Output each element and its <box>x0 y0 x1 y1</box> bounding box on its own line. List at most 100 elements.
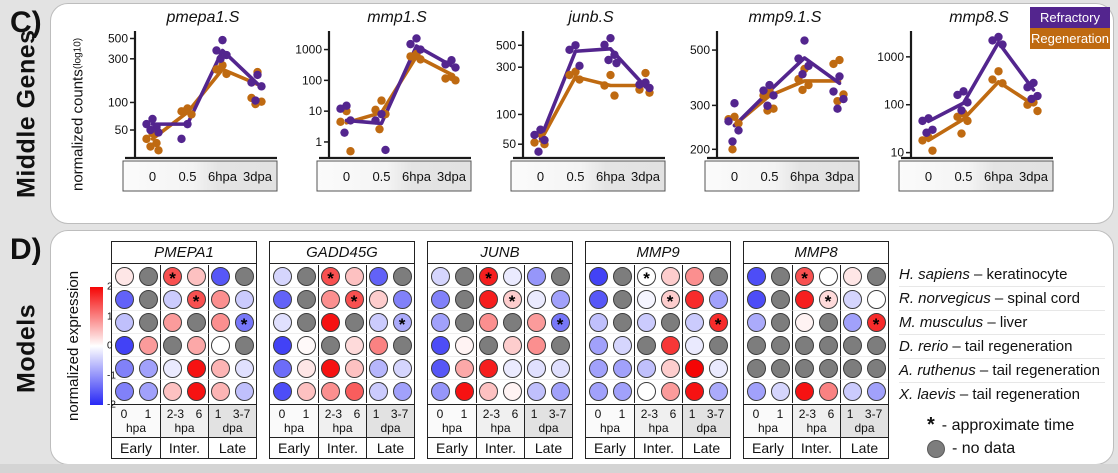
dot-cell <box>270 380 294 403</box>
dot-plot-JUNB: JUNB * * * 0 1 hpa 2-3 6 hpa 1 3-7 dpa Early Inter. Lat… <box>427 241 573 459</box>
dot-cell <box>768 311 792 334</box>
phase-row: Early Inter. Late <box>585 437 731 459</box>
species-name: H. sapiens <box>899 266 975 283</box>
expression-dot: * <box>502 289 522 310</box>
dot-cell <box>476 334 500 357</box>
dot-cell <box>524 288 548 311</box>
no-data-dot <box>746 358 766 378</box>
expression-dot <box>430 382 450 401</box>
expression-dot <box>527 382 546 401</box>
phase-label: Inter. <box>160 437 208 458</box>
dot-cell <box>452 357 476 380</box>
dot-cell <box>184 265 208 288</box>
dot-cell <box>768 334 792 357</box>
svg-text:200: 200 <box>690 142 710 156</box>
expression-dot <box>234 358 254 378</box>
expression-dot <box>502 335 522 355</box>
expression-dot <box>234 382 254 401</box>
no-data-dot <box>866 335 886 355</box>
expression-dot: * <box>344 289 364 310</box>
expression-dot <box>321 289 340 309</box>
d-notes: * - approximate time - no data <box>899 414 1105 460</box>
dot-cell <box>294 334 318 357</box>
svg-text:500: 500 <box>108 32 128 46</box>
no-data-dot <box>866 266 886 286</box>
panel-d: normalized expression 2 1 0 -1 -2 PMEPA1 * * * 0… <box>50 230 1114 465</box>
expression-dot <box>321 382 340 401</box>
line-plot-mmp8.S: mmp8.S 0 0.5 6hpa 3dpa 1000 100 10 <box>871 8 1057 205</box>
svg-text:10: 10 <box>891 146 905 160</box>
dot-cell <box>476 311 500 334</box>
dot-plot-title: MMP9 <box>585 241 731 264</box>
no-data-dot <box>770 289 790 309</box>
expression-dot <box>612 382 632 401</box>
dot-plot-title: PMEPA1 <box>111 241 257 264</box>
species-row: X. laevis – tail regeneration <box>899 383 1105 406</box>
time-tick: 1 <box>144 406 152 421</box>
species-row: H. sapiens – keratinocyte <box>899 263 1105 287</box>
expression-dot <box>479 358 498 378</box>
dot-plot-PMEPA1: PMEPA1 * * * 0 1 hpa 2-3 6 hpa 1 3-7 dpa Early Inter. L… <box>111 241 257 459</box>
expression-dot <box>588 382 608 401</box>
dot-cell: * <box>864 311 888 334</box>
dot-cell <box>476 288 500 311</box>
time-unit: dpa <box>380 420 401 435</box>
plot-title: pmepa1.S <box>166 9 240 26</box>
no-data-dot <box>296 312 316 332</box>
expression-dot <box>114 289 134 309</box>
dot-cell <box>318 334 342 357</box>
dot-cell <box>634 357 658 380</box>
colorbar-tick: -1 <box>107 370 116 381</box>
time-tick: 1 <box>776 406 784 421</box>
dot-cell <box>366 288 390 311</box>
time-group: 0 1 hpa <box>112 404 160 437</box>
phase-label: Late <box>840 437 888 458</box>
dot-cell <box>428 380 452 403</box>
dot-cell <box>840 357 864 380</box>
dot-cell <box>428 288 452 311</box>
panel-c-label: C) <box>10 6 42 39</box>
no-data-dot <box>795 358 814 378</box>
phase-label: Inter. <box>792 437 840 458</box>
dot-cell <box>136 311 160 334</box>
panel-c: normalized counts (log10) pmepa1.S 0 0.5 6h… <box>50 3 1114 224</box>
expression-dot <box>138 335 158 355</box>
dot-cell <box>768 380 792 403</box>
no-data-dot <box>296 289 316 309</box>
expression-dot <box>479 312 498 332</box>
phase-label: Inter. <box>318 437 366 458</box>
expression-dot <box>637 312 656 332</box>
dot-plot-MMP9: MMP9 * * * 0 1 hpa 2-3 6 hpa 1 3-7 dpa Early Inter. Lat… <box>585 241 731 459</box>
dot-cell: * <box>184 288 208 311</box>
time-group: 2-3 6 hpa <box>792 404 840 437</box>
expression-dot <box>114 358 134 378</box>
expression-dot <box>272 266 292 286</box>
asterisk-icon: * <box>927 414 935 436</box>
expression-dot <box>296 335 316 355</box>
expression-dot <box>272 358 292 378</box>
panel-d-label: D) <box>10 233 42 266</box>
time-group: 1 3-7 dpa <box>366 404 414 437</box>
expression-dot: * <box>479 266 498 287</box>
dot-cell <box>136 380 160 403</box>
dot-cell <box>160 334 184 357</box>
time-group: 0 1 hpa <box>744 404 792 437</box>
no-data-dot <box>746 335 766 355</box>
expression-dot <box>708 382 728 401</box>
time-group: 0 1 hpa <box>428 404 476 437</box>
expression-dot <box>369 312 388 332</box>
no-data-dot <box>612 312 632 332</box>
svg-text:1000: 1000 <box>877 50 904 64</box>
expression-dot <box>818 382 838 401</box>
time-tick: 3-7 <box>864 406 883 421</box>
dot-cell: * <box>390 311 414 334</box>
dot-cell: * <box>476 265 500 288</box>
expression-dot <box>550 382 570 401</box>
expression-dot <box>637 358 656 378</box>
time-tick: 6 <box>353 406 361 421</box>
dot-cell <box>294 357 318 380</box>
time-tick: 0 <box>436 406 444 421</box>
colorbar-gradient <box>90 287 103 405</box>
no-data-dot <box>186 312 206 332</box>
expression-dot <box>234 289 254 309</box>
